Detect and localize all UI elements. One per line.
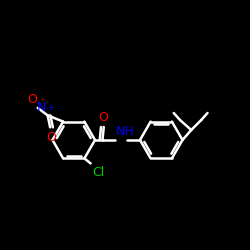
Text: O: O	[98, 111, 108, 124]
Text: Cl: Cl	[92, 166, 104, 179]
Text: NH: NH	[116, 125, 134, 138]
Text: N: N	[36, 101, 46, 114]
Text: O: O	[27, 93, 36, 106]
Text: O: O	[46, 130, 56, 143]
Text: -: -	[40, 94, 44, 104]
Text: +: +	[48, 103, 54, 112]
